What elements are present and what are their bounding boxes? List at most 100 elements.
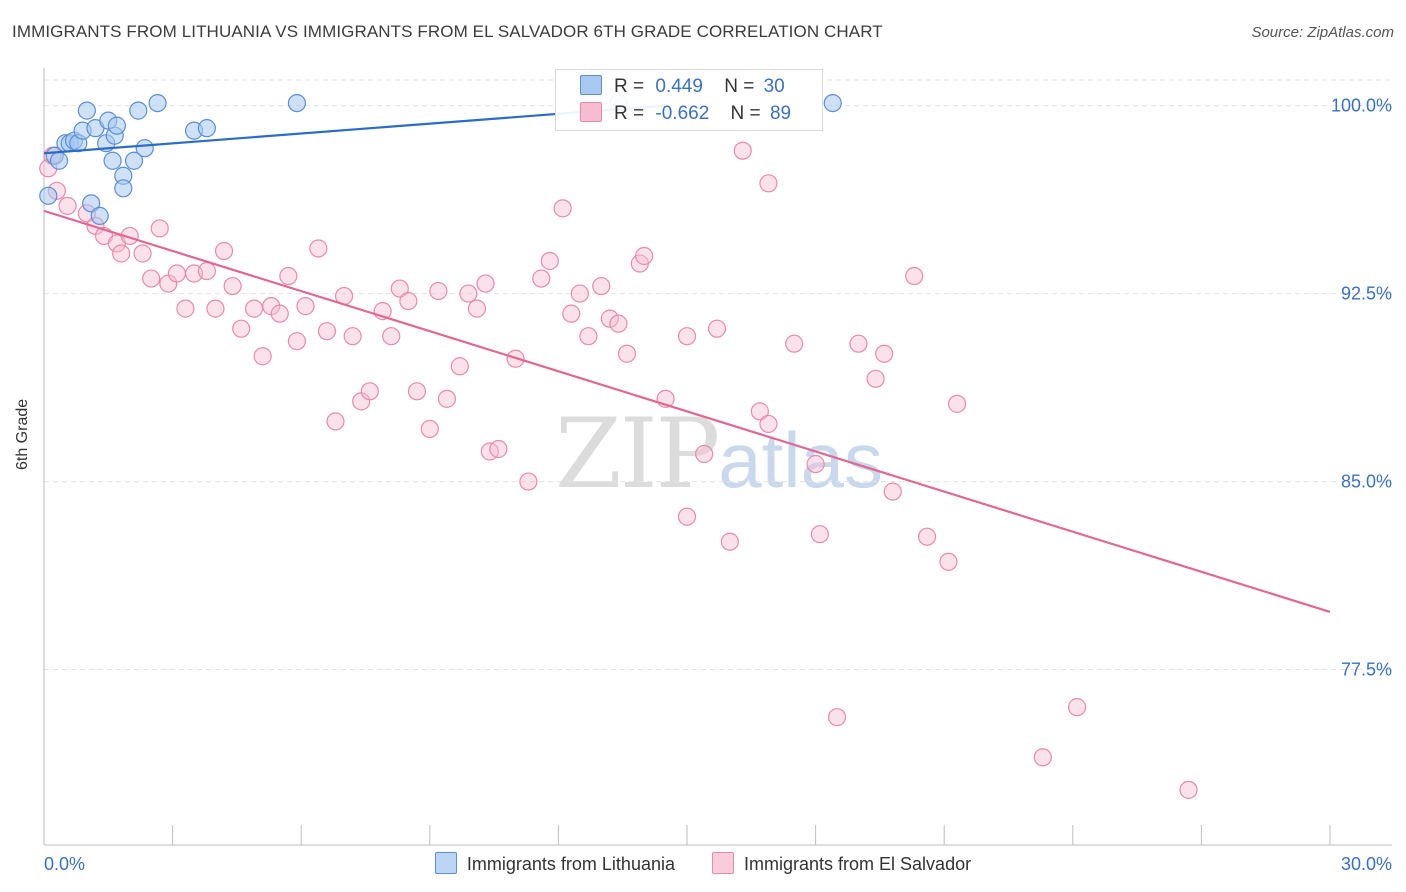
source-label: Source: ZipAtlas.com bbox=[1251, 24, 1394, 41]
bottom-legend-swatch-lithuania bbox=[434, 852, 457, 874]
data-point-elsalvador bbox=[677, 507, 697, 526]
data-point-elsalvador bbox=[197, 261, 216, 281]
legend-swatch-lithuania bbox=[580, 75, 602, 95]
data-point-elsalvador bbox=[112, 244, 131, 263]
data-point-elsalvador bbox=[476, 274, 495, 293]
data-point-elsalvador bbox=[617, 344, 637, 363]
data-point-elsalvador bbox=[420, 419, 439, 439]
bottom-legend-elsalvador[interactable]: Immigrants from El Salvador bbox=[712, 852, 971, 875]
legend-n-label: N = bbox=[724, 76, 755, 97]
data-point-lithuania bbox=[39, 186, 58, 205]
data-point-elsalvador bbox=[360, 382, 379, 401]
data-point-elsalvador bbox=[167, 264, 186, 283]
data-point-elsalvador bbox=[759, 174, 778, 193]
watermark-zip: ZIP bbox=[555, 398, 720, 510]
data-point-elsalvador bbox=[905, 266, 924, 286]
data-point-elsalvador bbox=[917, 527, 937, 546]
data-point-elsalvador bbox=[827, 708, 847, 727]
data-point-elsalvador bbox=[540, 251, 559, 271]
y-tick-label: 85.0% bbox=[1341, 472, 1392, 492]
data-point-elsalvador bbox=[562, 304, 581, 323]
data-point-elsalvador bbox=[459, 284, 478, 303]
data-point-lithuania bbox=[114, 179, 133, 198]
legend-r-label: R = bbox=[614, 76, 645, 97]
x-tick-label-min: 0.0% bbox=[44, 854, 85, 874]
data-point-elsalvador bbox=[343, 327, 362, 346]
data-point-elsalvador bbox=[785, 334, 804, 353]
data-point-elsalvador bbox=[677, 327, 697, 346]
bottom-legend-swatch-elsalvador bbox=[712, 852, 735, 874]
data-point-elsalvador bbox=[253, 347, 272, 366]
data-point-elsalvador bbox=[707, 319, 727, 338]
data-point-elsalvador bbox=[810, 525, 829, 544]
data-point-elsalvador bbox=[279, 266, 298, 286]
legend-r-value-lithuania: 0.449 bbox=[655, 76, 703, 97]
data-point-elsalvador bbox=[866, 369, 885, 388]
data-point-elsalvador bbox=[150, 219, 169, 238]
bottom-legend-label-lithuania: Immigrants from Lithuania bbox=[466, 854, 675, 874]
data-point-elsalvador bbox=[1033, 748, 1052, 767]
data-point-lithuania bbox=[823, 93, 842, 113]
data-point-elsalvador bbox=[326, 412, 345, 431]
data-point-elsalvador bbox=[553, 199, 572, 218]
data-point-lithuania bbox=[77, 101, 96, 120]
legend-swatch-elsalvador bbox=[580, 102, 602, 122]
legend-r-value-elsalvador: -0.662 bbox=[655, 103, 710, 124]
legend-row-lithuania: R = 0.449 N = 30 bbox=[580, 75, 785, 101]
data-point-elsalvador bbox=[309, 239, 328, 258]
data-point-elsalvador bbox=[519, 472, 538, 491]
bottom-legend-lithuania[interactable]: Immigrants from Lithuania bbox=[434, 852, 675, 875]
data-point-elsalvador bbox=[382, 327, 401, 346]
y-tick-label: 92.5% bbox=[1341, 284, 1392, 304]
data-point-elsalvador bbox=[720, 532, 739, 551]
data-point-lithuania bbox=[287, 93, 307, 113]
data-point-elsalvador bbox=[635, 246, 654, 266]
data-point-elsalvador bbox=[1179, 780, 1198, 799]
data-point-elsalvador bbox=[407, 382, 427, 401]
trend-line-elsalvador bbox=[43, 209, 1331, 613]
data-point-elsalvador bbox=[232, 319, 251, 338]
data-point-elsalvador bbox=[467, 299, 487, 318]
data-point-lithuania bbox=[124, 151, 144, 170]
data-point-lithuania bbox=[129, 101, 148, 120]
y-axis-label: 6th Grade bbox=[14, 398, 31, 470]
data-point-elsalvador bbox=[142, 269, 161, 288]
data-point-elsalvador bbox=[287, 332, 307, 351]
data-point-lithuania bbox=[103, 151, 122, 170]
data-point-elsalvador bbox=[600, 309, 619, 328]
data-point-elsalvador bbox=[532, 269, 551, 288]
data-point-elsalvador bbox=[390, 279, 409, 298]
legend-row-elsalvador: R = -0.662 N = 89 bbox=[580, 102, 791, 128]
data-point-elsalvador bbox=[317, 322, 337, 341]
data-point-elsalvador bbox=[450, 357, 469, 376]
bottom-legend-label-elsalvador: Immigrants from El Salvador bbox=[744, 854, 972, 874]
data-point-elsalvador bbox=[296, 297, 315, 316]
data-point-elsalvador bbox=[429, 281, 448, 301]
y-tick-label: 77.5% bbox=[1341, 660, 1392, 680]
data-point-elsalvador bbox=[592, 276, 611, 296]
data-point-elsalvador bbox=[1067, 698, 1087, 717]
data-point-lithuania bbox=[107, 116, 126, 135]
data-point-elsalvador bbox=[399, 292, 418, 311]
legend-r-label: R = bbox=[614, 103, 645, 124]
data-point-lithuania bbox=[49, 151, 69, 170]
data-point-elsalvador bbox=[437, 389, 457, 408]
data-point-elsalvador bbox=[759, 414, 778, 434]
x-tick-label-max: 30.0% bbox=[1341, 854, 1392, 874]
data-point-elsalvador bbox=[875, 344, 894, 363]
data-point-elsalvador bbox=[579, 327, 598, 346]
data-point-elsalvador bbox=[176, 299, 195, 318]
data-point-elsalvador bbox=[806, 454, 825, 474]
data-point-elsalvador bbox=[695, 444, 714, 464]
legend-n-value-elsalvador: 89 bbox=[769, 103, 792, 124]
bottom-legend: Immigrants from Lithuania Immigrants fro… bbox=[0, 852, 1406, 875]
stats-legend: R = 0.449 N = 30 R = -0.662 N = 89 bbox=[555, 69, 823, 131]
data-point-elsalvador bbox=[214, 241, 234, 261]
data-point-lithuania bbox=[90, 206, 109, 225]
data-point-elsalvador bbox=[244, 299, 264, 318]
data-point-elsalvador bbox=[58, 196, 77, 215]
chart-title: IMMIGRANTS FROM LITHUANIA VS IMMIGRANTS … bbox=[12, 22, 883, 41]
data-point-lithuania bbox=[148, 93, 167, 113]
y-tick-label: 100.0% bbox=[1331, 96, 1392, 116]
